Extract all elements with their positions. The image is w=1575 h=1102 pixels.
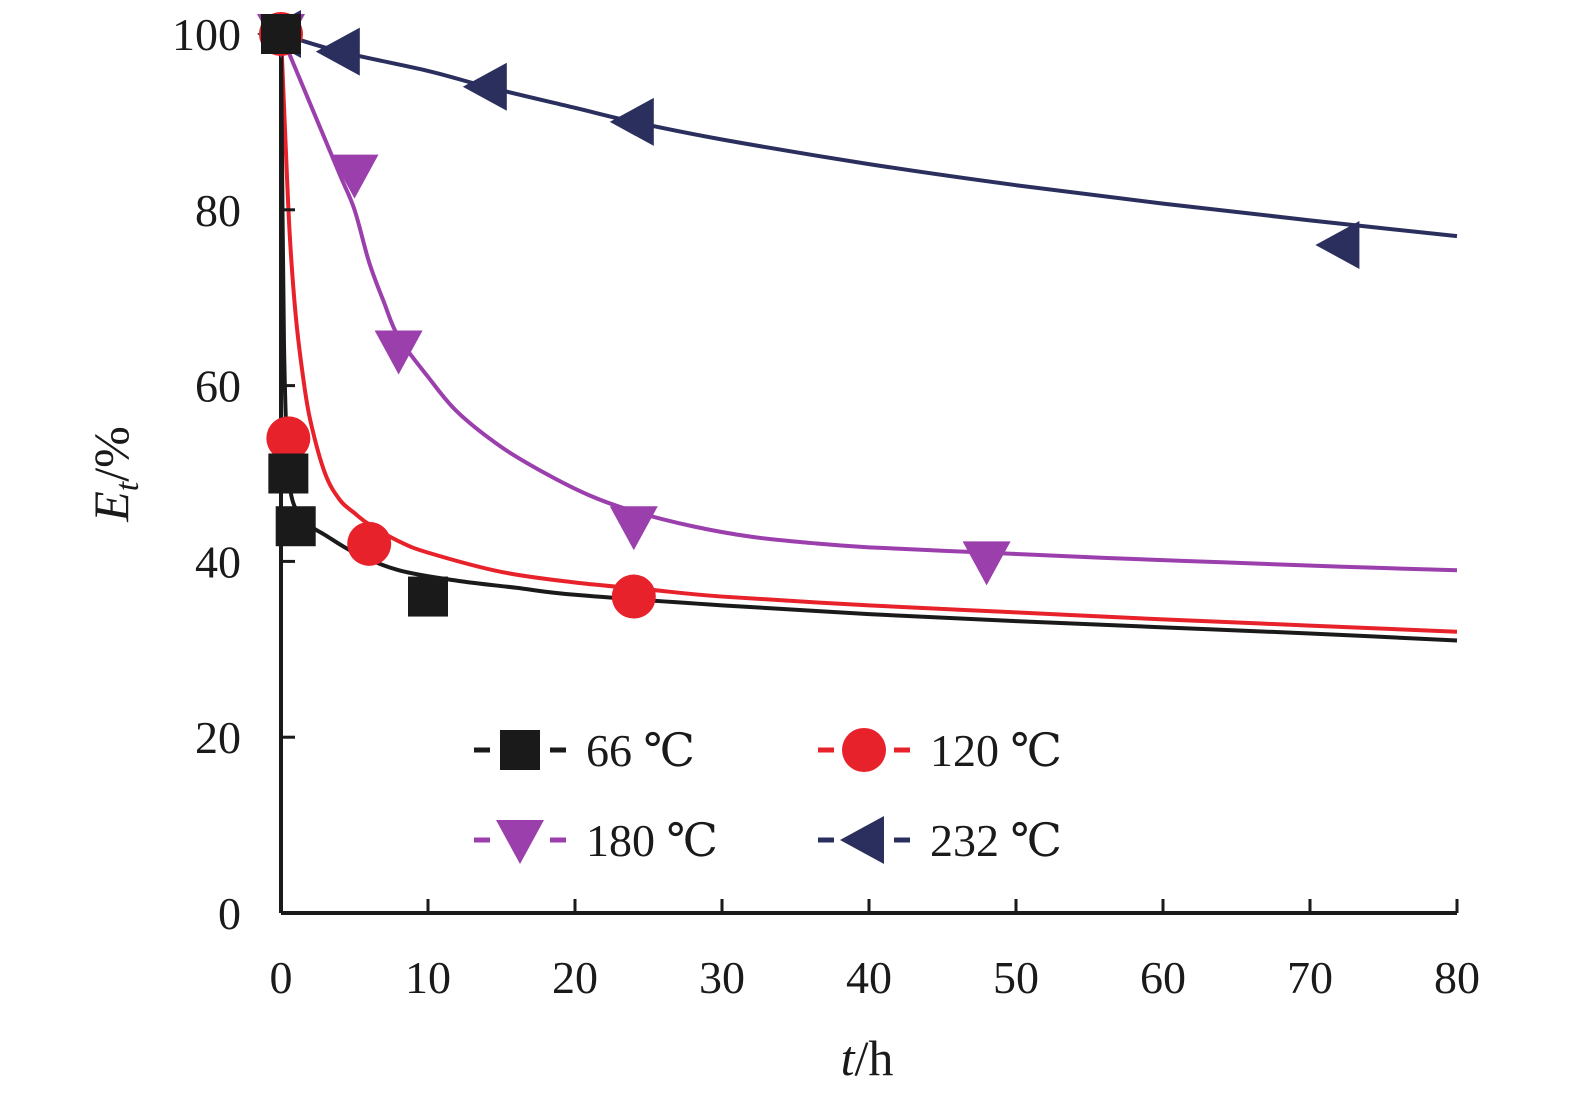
y-axis-title-subscript: t — [109, 480, 146, 491]
x-tick-label: 50 — [993, 952, 1039, 1003]
y-tick-label: 20 — [195, 712, 241, 763]
x-axis-title-symbol: t — [841, 1030, 856, 1086]
legend-marker — [496, 820, 544, 864]
x-tick-label: 60 — [1140, 952, 1186, 1003]
data-point — [266, 416, 311, 461]
legend-label: 232 ℃ — [930, 815, 1062, 866]
data-point — [1315, 220, 1360, 269]
x-tick-label: 30 — [699, 952, 745, 1003]
data-point — [374, 330, 423, 375]
data-point — [408, 576, 448, 617]
x-tick-label: 0 — [270, 952, 293, 1003]
y-axis-title: Et/% — [83, 426, 146, 523]
data-point — [330, 154, 379, 199]
y-tick-label: 40 — [195, 536, 241, 587]
data-point — [315, 27, 360, 76]
data-point — [609, 97, 654, 146]
y-tick-label: 80 — [195, 185, 241, 236]
fit-curves — [279, 32, 1458, 643]
data-point — [609, 506, 658, 551]
data-point — [611, 574, 656, 619]
x-tick-label: 10 — [405, 952, 451, 1003]
tick-labels: 0 10 20 30 40 50 60 70 80 0 20 40 60 80 100 — [172, 9, 1480, 1003]
x-tick-label: 20 — [552, 952, 598, 1003]
fit-curve — [279, 33, 1458, 634]
axes — [279, 32, 1459, 915]
fit-curve — [279, 33, 1458, 573]
y-axis-title-unit: /% — [83, 426, 139, 482]
data-point — [962, 541, 1011, 586]
data-points — [257, 10, 1360, 619]
legend-marker — [840, 816, 884, 864]
data-point — [275, 506, 316, 547]
legend-marker — [842, 728, 886, 772]
data-point — [261, 14, 301, 54]
x-tick-label: 40 — [846, 952, 892, 1003]
data-point — [268, 453, 309, 494]
y-axis-title-symbol: E — [83, 491, 139, 523]
y-tick-label: 60 — [195, 361, 241, 412]
legend: 66 ℃ 120 ℃ 180 ℃ 232 ℃ — [474, 725, 1062, 866]
legend-label: 180 ℃ — [586, 815, 718, 866]
legend-label: 66 ℃ — [586, 725, 695, 776]
y-tick-label: 0 — [218, 888, 241, 939]
x-tick-label: 70 — [1287, 952, 1333, 1003]
data-point — [462, 62, 507, 111]
fit-curve — [279, 33, 1458, 643]
x-tick-label: 80 — [1434, 952, 1480, 1003]
fit-curve — [280, 32, 1458, 239]
x-axis-title: t/h — [841, 1030, 894, 1086]
legend-label: 120 ℃ — [930, 725, 1062, 776]
y-tick-label: 100 — [172, 9, 241, 60]
data-point — [347, 521, 392, 566]
x-axis-title-unit: /h — [855, 1030, 894, 1086]
legend-marker — [500, 730, 540, 770]
